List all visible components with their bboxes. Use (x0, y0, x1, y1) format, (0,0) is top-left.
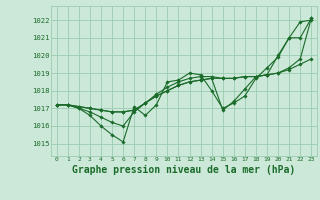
X-axis label: Graphe pression niveau de la mer (hPa): Graphe pression niveau de la mer (hPa) (72, 165, 296, 175)
